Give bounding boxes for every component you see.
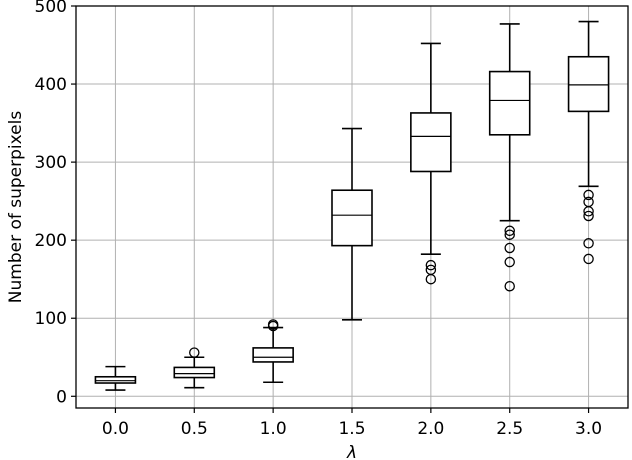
outlier-point	[583, 238, 594, 249]
y-tick-label: 400	[35, 75, 67, 95]
outlier-point	[425, 273, 437, 285]
outlier-point	[504, 242, 515, 254]
iqr-box	[488, 70, 531, 136]
x-tick-label: 1.5	[338, 419, 365, 439]
x-axis: 0.0 0.5 1.0 1.5 2.0 2.5 3.0	[102, 408, 602, 439]
box-2.5	[488, 23, 531, 292]
outlier-point	[189, 347, 200, 358]
y-tick-label: 0	[56, 387, 67, 407]
iqr-box	[252, 347, 294, 363]
y-tick-label: 100	[35, 309, 67, 329]
outlier-point	[583, 189, 594, 201]
iqr-box	[567, 55, 610, 113]
y-axis-label: Number of superpixels	[6, 111, 26, 304]
x-tick-label: 0.0	[102, 419, 129, 439]
box-1.0	[252, 319, 294, 384]
iqr-box	[94, 375, 137, 384]
iqr-box	[410, 112, 452, 173]
y-tick-label: 300	[35, 153, 67, 173]
x-tick-label: 3.0	[575, 419, 602, 439]
box-0.0	[94, 365, 137, 391]
box-0.5	[173, 347, 216, 389]
outlier-point	[504, 256, 515, 268]
outlier-point	[504, 229, 515, 240]
iqr-box	[173, 366, 216, 379]
outlier-point	[267, 319, 279, 330]
y-axis: 0 100 200 300 400 500	[35, 0, 76, 407]
outlier-point	[583, 206, 594, 217]
outlier-point	[504, 280, 515, 292]
outlier-point	[425, 259, 437, 271]
y-tick-label: 500	[35, 0, 67, 17]
outlier-point	[583, 253, 594, 265]
x-tick-label: 0.5	[181, 419, 208, 439]
box-1.5	[331, 127, 373, 321]
y-tick-label: 200	[35, 231, 67, 251]
outlier-point	[504, 225, 515, 237]
x-tick-label: 1.0	[260, 419, 287, 439]
x-tick-label: 2.0	[417, 419, 444, 439]
x-tick-label: 2.5	[496, 419, 523, 439]
outlier-point	[583, 210, 594, 222]
box-3.0	[567, 20, 610, 265]
box-2.0	[410, 42, 452, 285]
plot-layer	[94, 20, 610, 391]
x-axis-label: λ	[346, 443, 357, 460]
iqr-box	[331, 189, 373, 247]
